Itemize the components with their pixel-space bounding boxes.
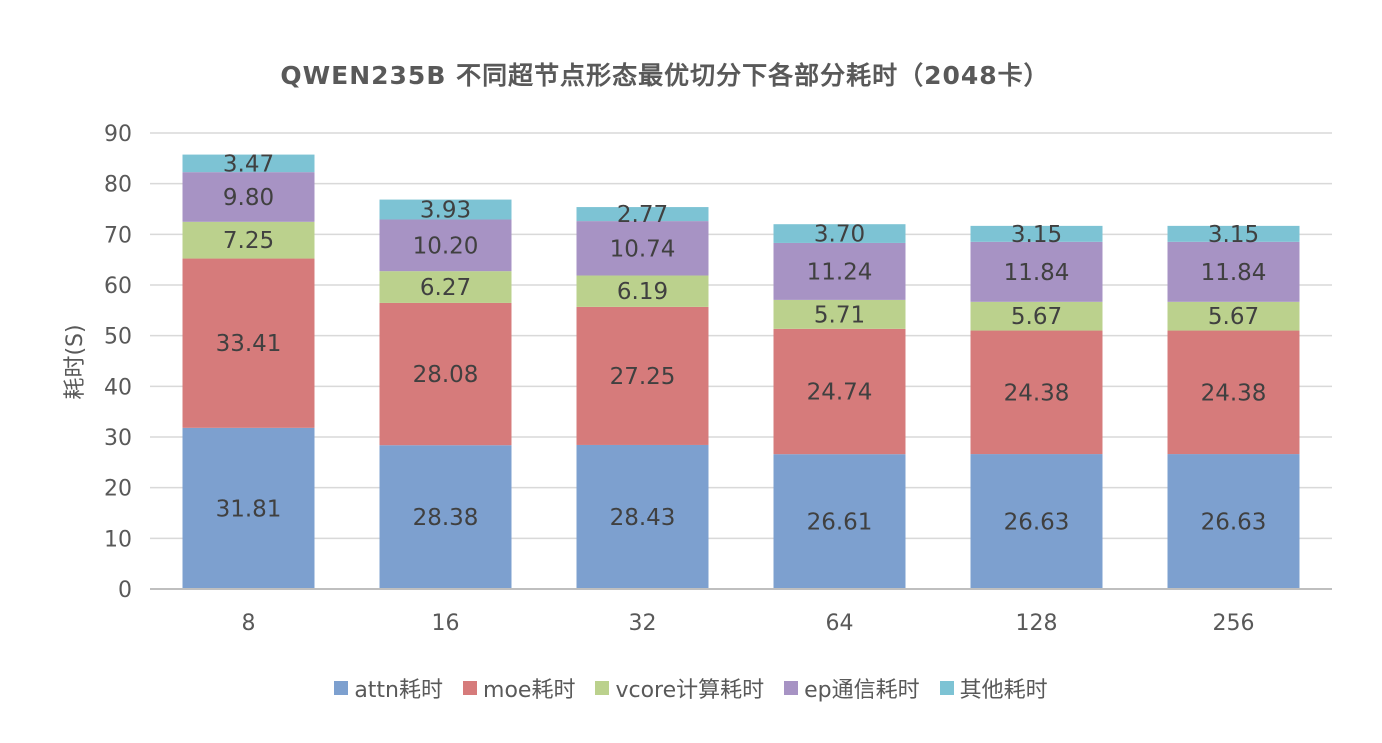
data-label: 3.70 <box>814 222 865 248</box>
legend-label: 其他耗时 <box>959 678 1048 703</box>
x-tick-label: 32 <box>629 611 657 636</box>
legend-item: attn耗时 <box>334 672 443 704</box>
bars: 31.81 33.41 7.25 9.80 3.47 28.38 28.08 6.27 10.2… <box>182 151 1300 589</box>
legend-item: 其他耗时 <box>939 672 1048 704</box>
data-label: 3.15 <box>1011 222 1062 248</box>
axes: 0 10 20 30 40 50 60 70 80 90 8 16 32 64 128 256 <box>104 122 1332 636</box>
data-label: 26.63 <box>1004 510 1070 536</box>
data-label: 6.27 <box>420 275 471 301</box>
bar-segment <box>1167 225 1300 242</box>
bar-segment <box>970 225 1103 242</box>
bar-segment <box>379 271 512 303</box>
y-tick-label: 50 <box>104 325 132 350</box>
bar-segment <box>970 241 1103 302</box>
y-tick-label: 80 <box>104 173 132 198</box>
y-tick-label: 70 <box>104 223 132 248</box>
legend-item: ep通信耗时 <box>784 672 920 704</box>
bar-segment <box>970 301 1103 331</box>
data-label: 28.08 <box>413 362 479 388</box>
bar-segment <box>1167 301 1300 331</box>
bar-segment <box>576 275 709 307</box>
data-label: 31.81 <box>216 496 282 522</box>
y-tick-label: 20 <box>104 477 132 502</box>
x-tick-label: 128 <box>1016 611 1058 636</box>
bar-segment <box>576 306 709 445</box>
gridlines <box>150 132 1332 540</box>
legend-label: vcore计算耗时 <box>615 678 765 703</box>
legend-swatch <box>784 681 799 695</box>
data-label: 28.43 <box>610 505 676 531</box>
y-tick-label: 10 <box>104 527 132 552</box>
data-label: 24.38 <box>1201 380 1267 406</box>
y-tick-label: 0 <box>118 578 132 603</box>
x-tick-label: 256 <box>1213 611 1255 636</box>
bar-segment <box>576 207 709 222</box>
data-label: 3.47 <box>223 151 274 177</box>
data-label: 26.61 <box>807 510 873 536</box>
bar-segment <box>1167 330 1300 455</box>
bar-segment <box>773 242 906 300</box>
bar-segment <box>182 221 315 259</box>
bar-segment <box>773 299 906 329</box>
data-label: 3.15 <box>1208 222 1259 248</box>
bar-segment <box>970 330 1103 455</box>
bar-segment <box>182 172 315 222</box>
legend-label: attn耗时 <box>354 678 444 703</box>
data-label: 6.19 <box>617 279 668 305</box>
data-label: 5.71 <box>814 302 865 328</box>
y-tick-label: 90 <box>104 122 132 147</box>
x-tick-label: 8 <box>242 611 256 636</box>
data-label: 5.67 <box>1208 304 1259 330</box>
data-label: 11.24 <box>807 259 873 285</box>
data-label: 27.25 <box>610 364 676 390</box>
bar-segment <box>576 444 709 589</box>
data-label: 7.25 <box>223 228 274 254</box>
data-label: 10.20 <box>413 233 479 259</box>
legend-item: vcore计算耗时 <box>595 672 764 704</box>
data-label: 28.38 <box>413 505 479 531</box>
y-tick-label: 40 <box>104 375 132 400</box>
bar-segment <box>773 224 906 243</box>
legend-swatch <box>334 681 349 695</box>
y-tick-label: 60 <box>104 274 132 299</box>
x-tick-label: 64 <box>826 611 854 636</box>
bar-segment <box>182 427 315 589</box>
legend-swatch <box>595 681 610 695</box>
bar-segment <box>182 154 315 173</box>
bar-segment <box>379 199 512 220</box>
bar-segment <box>773 454 906 589</box>
data-label: 24.74 <box>807 380 873 406</box>
data-label: 33.41 <box>216 331 282 357</box>
bar-segment <box>379 302 512 446</box>
legend-item: moe耗时 <box>463 672 575 704</box>
data-label: 24.38 <box>1004 380 1070 406</box>
bar-segment <box>773 328 906 455</box>
data-label: 9.80 <box>223 185 274 211</box>
bar-segment <box>379 219 512 272</box>
bar-segment <box>576 221 709 276</box>
bar-segment <box>970 454 1103 589</box>
legend: attn耗时 moe耗时 vcore计算耗时 ep通信耗时 其他耗时 <box>0 672 1382 704</box>
x-tick-label: 16 <box>432 611 460 636</box>
legend-label: ep通信耗时 <box>804 678 920 703</box>
legend-label: moe耗时 <box>483 678 576 703</box>
legend-swatch <box>463 681 478 695</box>
bar-segment <box>1167 241 1300 302</box>
y-axis-label: 耗时(S) <box>63 324 88 399</box>
bar-segment <box>182 258 315 428</box>
data-label: 5.67 <box>1011 304 1062 330</box>
bar-segment <box>1167 454 1300 589</box>
chart-title: QWEN235B 不同超节点形态最优切分下各部分耗时（2048卡） <box>280 61 1050 90</box>
data-label: 10.74 <box>610 236 676 262</box>
legend-swatch <box>939 681 954 695</box>
y-tick-label: 30 <box>104 426 132 451</box>
data-label: 3.93 <box>420 198 471 224</box>
data-label: 11.84 <box>1201 260 1267 286</box>
data-label: 26.63 <box>1201 510 1267 536</box>
bar-segment <box>379 445 512 589</box>
data-label: 11.84 <box>1004 260 1070 286</box>
data-label: 2.77 <box>617 202 668 228</box>
